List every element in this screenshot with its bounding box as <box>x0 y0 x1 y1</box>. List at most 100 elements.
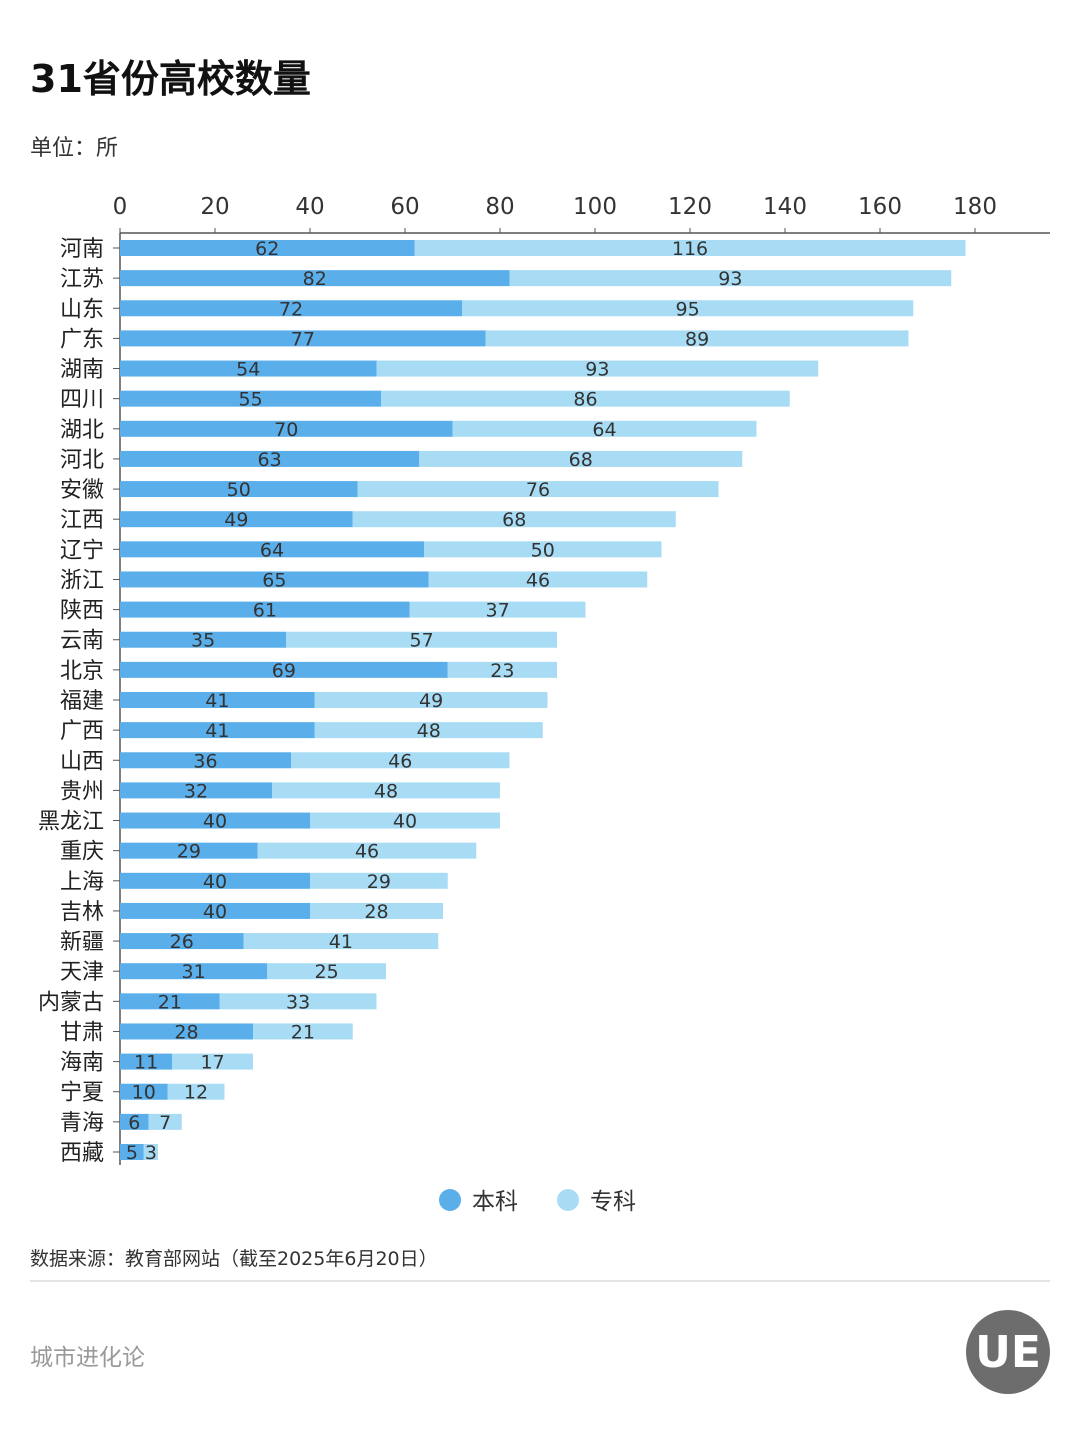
data-label: 29 <box>367 871 391 893</box>
category-label: 内蒙古 <box>38 990 104 1015</box>
bar-segment-benke <box>120 240 415 256</box>
bar-segment-zhuanke <box>357 481 719 498</box>
bar-segment-benke <box>120 270 510 287</box>
bar-segment-zhuanke <box>414 240 966 256</box>
bar-segment-benke <box>120 450 420 467</box>
legend-label: 本科 <box>472 1189 518 1215</box>
data-label: 68 <box>502 509 526 531</box>
data-label: 46 <box>355 841 379 863</box>
bar-segment-zhuanke <box>428 571 648 588</box>
data-label: 12 <box>184 1082 208 1104</box>
data-label: 33 <box>286 991 310 1013</box>
data-label: 64 <box>260 539 284 561</box>
data-label: 54 <box>236 359 260 381</box>
data-label: 36 <box>193 750 217 772</box>
bar-segment-zhuanke <box>148 1113 182 1130</box>
x-tick-label: 180 <box>953 194 997 220</box>
data-label: 37 <box>486 600 510 622</box>
bar-segment-zhuanke <box>253 1023 353 1040</box>
category-label: 山西 <box>60 749 104 774</box>
data-label: 28 <box>174 1021 198 1043</box>
bar-segment-zhuanke <box>352 511 676 528</box>
bar-segment-zhuanke <box>310 812 500 829</box>
legend-marker <box>557 1189 579 1211</box>
bar-segment-benke <box>120 722 315 739</box>
brand-name: 城市进化论 <box>30 1345 145 1371</box>
bar-segment-zhuanke <box>452 420 757 437</box>
category-label: 江西 <box>60 508 104 533</box>
category-label: 贵州 <box>60 779 104 804</box>
category-label: 云南 <box>60 629 104 654</box>
data-label: 68 <box>569 449 593 471</box>
bar-segment-zhuanke <box>267 963 386 980</box>
bar-segment-zhuanke <box>381 390 790 407</box>
data-label: 10 <box>132 1082 156 1104</box>
data-label: 63 <box>258 449 282 471</box>
data-label: 86 <box>573 389 597 411</box>
category-label: 浙江 <box>60 568 104 593</box>
data-label: 23 <box>490 660 514 682</box>
bar-segment-zhuanke <box>310 902 443 919</box>
data-label: 5 <box>126 1142 138 1164</box>
data-label: 76 <box>526 479 550 501</box>
data-label: 32 <box>184 780 208 802</box>
category-label: 河北 <box>60 448 104 473</box>
unit-label: 单位：所 <box>30 136 119 161</box>
bar-segment-benke <box>120 902 310 919</box>
data-label: 40 <box>203 901 227 923</box>
brand-logo: UE <box>966 1310 1050 1394</box>
data-label: 50 <box>531 539 555 561</box>
divider <box>30 1280 1050 1282</box>
bar-segment-benke <box>120 661 448 678</box>
data-label: 40 <box>393 811 417 833</box>
data-label: 26 <box>170 931 194 953</box>
category-label: 陕西 <box>60 599 104 624</box>
data-label: 41 <box>329 931 353 953</box>
bar-segment-benke <box>120 993 220 1010</box>
bar-segment-zhuanke <box>143 1144 158 1160</box>
bar-segment-zhuanke <box>257 842 477 859</box>
data-label: 31 <box>182 961 206 983</box>
category-label: 上海 <box>60 870 104 895</box>
bar-segment-benke <box>120 1053 173 1070</box>
data-label: 49 <box>224 509 248 531</box>
data-label: 48 <box>417 720 441 742</box>
data-label: 7 <box>159 1112 171 1134</box>
category-label: 河南 <box>60 237 104 262</box>
data-label: 48 <box>374 780 398 802</box>
bar-segment-benke <box>120 1023 253 1040</box>
bar-segment-zhuanke <box>314 722 543 739</box>
bar-segment-benke <box>120 571 429 588</box>
bar-segment-benke <box>120 360 377 377</box>
data-label: 95 <box>676 298 700 320</box>
data-label: 29 <box>177 841 201 863</box>
bar-segment-zhuanke <box>485 330 909 347</box>
chart-title: 31省份高校数量 <box>30 57 311 101</box>
data-label: 116 <box>672 238 708 260</box>
bar-segment-benke <box>120 1083 168 1100</box>
bar-segment-benke <box>120 390 382 407</box>
bar-segment-benke <box>120 692 315 708</box>
bar-segment-benke <box>120 300 462 317</box>
x-tick-label: 40 <box>295 194 324 220</box>
bar-segment-benke <box>120 631 287 648</box>
category-label: 湖南 <box>60 358 104 383</box>
data-label: 82 <box>303 268 327 290</box>
x-tick-label: 0 <box>113 194 128 220</box>
bar-segment-benke <box>120 1113 149 1130</box>
category-label: 西藏 <box>60 1141 104 1166</box>
data-label: 64 <box>592 419 616 441</box>
category-label: 甘肃 <box>60 1020 104 1045</box>
legend-marker <box>439 1189 461 1211</box>
category-label: 辽宁 <box>60 538 104 563</box>
data-label: 55 <box>239 389 263 411</box>
data-label: 65 <box>262 569 286 591</box>
category-label: 宁夏 <box>60 1081 104 1106</box>
bar-segment-zhuanke <box>509 270 952 287</box>
bar-segment-zhuanke <box>376 360 819 377</box>
data-label: 70 <box>274 419 298 441</box>
data-label: 46 <box>526 569 550 591</box>
bar-segment-benke <box>120 782 272 799</box>
data-label: 72 <box>279 298 303 320</box>
